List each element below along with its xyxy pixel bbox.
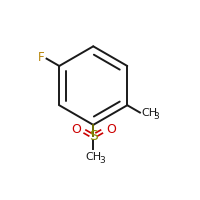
Text: O: O [71, 123, 81, 136]
Text: O: O [106, 123, 116, 136]
Text: F: F [38, 51, 44, 64]
Text: 3: 3 [99, 156, 105, 165]
Text: CH: CH [85, 152, 101, 162]
Text: CH: CH [142, 108, 158, 118]
Text: 3: 3 [153, 112, 159, 121]
Text: S: S [89, 129, 98, 143]
